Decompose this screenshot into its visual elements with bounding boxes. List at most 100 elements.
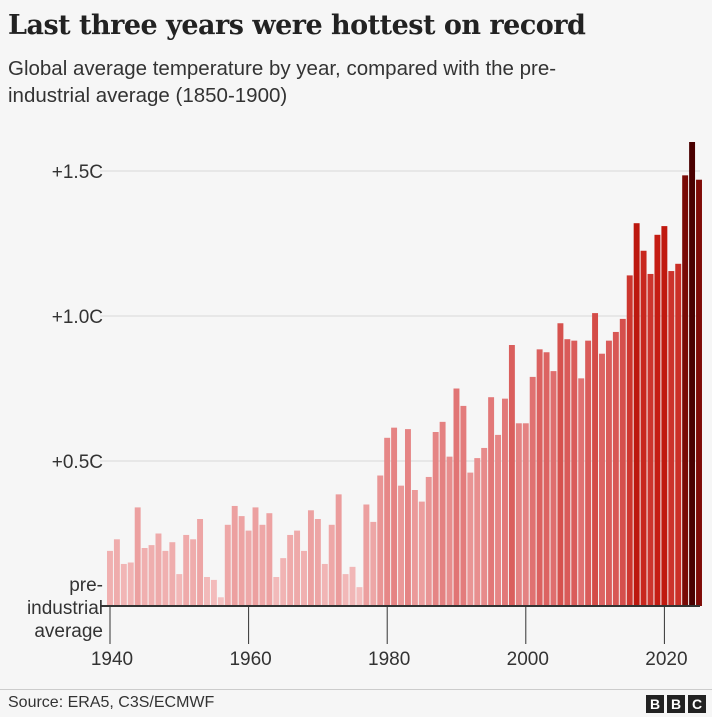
bar-2012 xyxy=(605,340,612,606)
bar-1976 xyxy=(356,587,363,606)
bar-1956 xyxy=(217,597,224,606)
x-tick-label: 1940 xyxy=(91,649,133,670)
bar-2009 xyxy=(585,340,592,606)
bar-1981 xyxy=(391,427,398,606)
bar-2025 xyxy=(696,179,702,606)
bar-1977 xyxy=(363,504,370,606)
bar-1965 xyxy=(280,558,287,606)
bar-2002 xyxy=(536,349,543,606)
bar-1994 xyxy=(481,447,488,606)
bbc-logo-b1: B xyxy=(646,695,664,713)
bar-1963 xyxy=(266,513,273,606)
source-text: Source: ERA5, C3S/ECMWF xyxy=(8,694,215,711)
bar-1993 xyxy=(474,458,481,606)
bar-1992 xyxy=(467,472,474,606)
bar-1942 xyxy=(120,563,127,606)
bar-1980 xyxy=(384,437,391,606)
x-tick-label: 2020 xyxy=(645,649,687,670)
bar-2020 xyxy=(661,226,668,606)
bar-1947 xyxy=(155,533,162,606)
bar-1948 xyxy=(162,550,169,606)
bar-chart: +0.5C +1.0C +1.5C 1940 1960 1980 2000 2020 pre-i… xyxy=(27,142,702,670)
bar-1972 xyxy=(328,524,335,606)
bar-2014 xyxy=(619,318,626,606)
y-tick-label: +1.0C xyxy=(52,307,103,328)
bar-1974 xyxy=(342,574,349,606)
bar-1945 xyxy=(141,548,148,606)
bar-1940 xyxy=(107,550,113,606)
bar-1988 xyxy=(439,421,446,606)
bar-1979 xyxy=(377,475,384,606)
x-tick-label: 2000 xyxy=(507,649,549,670)
bar-1978 xyxy=(370,521,377,606)
bar-1962 xyxy=(259,524,266,606)
bar-1961 xyxy=(252,507,259,606)
bar-1964 xyxy=(273,577,280,606)
bar-1943 xyxy=(127,562,134,606)
bar-1953 xyxy=(197,519,204,606)
bar-2018 xyxy=(647,273,654,606)
bar-2010 xyxy=(592,313,599,606)
bar-1986 xyxy=(425,476,432,606)
bar-1989 xyxy=(446,456,453,606)
bar-1983 xyxy=(404,429,411,606)
bar-2016 xyxy=(633,223,640,606)
bar-2011 xyxy=(599,353,605,606)
bar-2003 xyxy=(543,352,550,606)
bar-1997 xyxy=(502,398,508,606)
bar-1985 xyxy=(418,501,425,606)
bar-2007 xyxy=(571,340,578,606)
bar-1991 xyxy=(460,405,467,606)
bar-1998 xyxy=(508,345,515,606)
bar-1970 xyxy=(314,519,321,606)
bar-2013 xyxy=(612,331,619,606)
bar-1971 xyxy=(321,563,328,606)
bar-2023 xyxy=(682,175,689,606)
bar-1968 xyxy=(301,550,307,606)
bbc-logo: B B C xyxy=(646,695,706,713)
bar-1982 xyxy=(398,485,404,606)
x-tick-label: 1960 xyxy=(229,649,271,670)
chart-subtitle: Global average temperature by year, comp… xyxy=(8,57,557,107)
bar-1951 xyxy=(183,534,190,606)
bar-1954 xyxy=(204,577,210,606)
bar-1946 xyxy=(148,545,155,606)
bar-1987 xyxy=(432,432,439,606)
bar-1999 xyxy=(515,423,522,606)
bar-1984 xyxy=(411,490,418,606)
bar-2008 xyxy=(578,378,585,606)
bar-1996 xyxy=(495,434,502,606)
bar-1950 xyxy=(176,574,183,606)
baseline-label: average xyxy=(34,621,103,642)
bar-2022 xyxy=(675,263,682,606)
bar-1957 xyxy=(224,524,231,606)
bar-1995 xyxy=(488,397,495,606)
bar-2017 xyxy=(640,250,647,606)
x-tick-label: 1980 xyxy=(368,649,410,670)
bar-1952 xyxy=(190,539,197,606)
baseline-label: industrial xyxy=(27,598,103,619)
bar-1941 xyxy=(113,539,120,606)
chart-title: Last three years were hottest on record xyxy=(8,10,586,41)
bar-1990 xyxy=(453,388,460,606)
bar-2019 xyxy=(654,234,661,607)
bbc-logo-b2: B xyxy=(667,695,685,713)
y-tick-label: +0.5C xyxy=(52,452,103,473)
bar-1944 xyxy=(134,507,141,606)
baseline-label: pre- xyxy=(69,575,103,596)
bar-2000 xyxy=(522,423,529,606)
bar-2001 xyxy=(529,376,536,606)
bar-1960 xyxy=(245,530,252,606)
bar-1959 xyxy=(238,516,245,606)
bar-2005 xyxy=(557,323,564,606)
bar-1949 xyxy=(169,542,176,606)
footer-divider xyxy=(0,689,712,690)
bar-1966 xyxy=(287,534,294,606)
bar-2024 xyxy=(689,142,696,606)
bbc-logo-c: C xyxy=(688,695,706,713)
bar-1958 xyxy=(231,505,238,606)
bar-2006 xyxy=(564,339,571,606)
bar-1975 xyxy=(349,566,356,606)
bar-2004 xyxy=(550,371,557,606)
bar-1973 xyxy=(335,494,342,606)
